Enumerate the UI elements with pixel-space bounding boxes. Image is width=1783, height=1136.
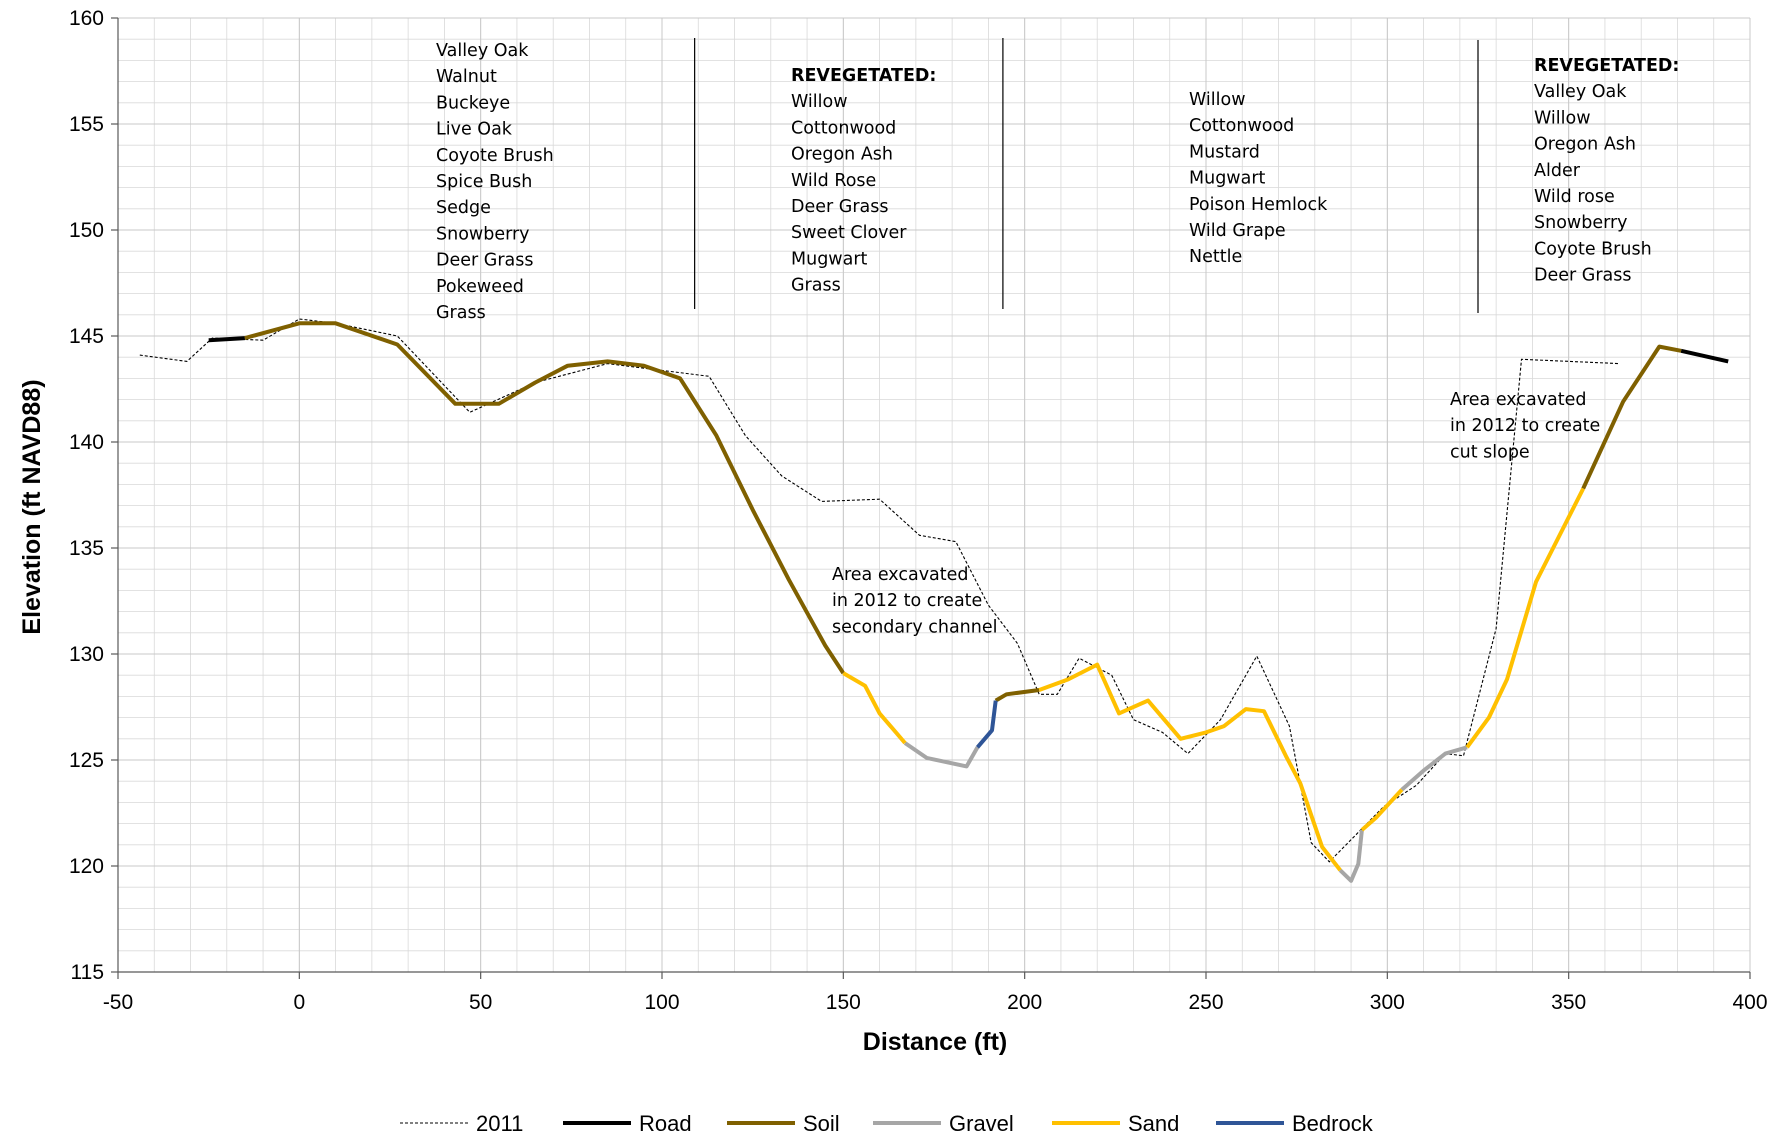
legend-label-2011: 2011 — [476, 1111, 523, 1136]
x-tick-label: 50 — [469, 991, 492, 1014]
zone1-species-line: Live Oak — [436, 120, 513, 140]
y-tick-label: 145 — [69, 325, 104, 348]
major-gridlines — [117, 17, 1751, 973]
excavation-note-1-line: Area excavated — [832, 565, 969, 585]
series-sand-segment — [1038, 662, 1342, 872]
series-gravel-segment — [1400, 745, 1468, 792]
zone4-species-line: Oregon Ash — [1534, 135, 1636, 155]
zone2-species-line: Deer Grass — [791, 197, 888, 217]
y-tick-label: 150 — [69, 219, 104, 242]
zone2-species-heading: REVEGETATED: — [791, 66, 936, 86]
zone4-species-heading: REVEGETATED: — [1534, 56, 1679, 76]
y-tick-label: 160 — [69, 7, 104, 30]
y-tick-label: 120 — [69, 855, 104, 878]
minor-gridlines — [117, 17, 1751, 973]
x-tick-label: 150 — [826, 991, 861, 1014]
series-soil-segment — [1581, 344, 1682, 490]
series-bedrock-segment — [975, 700, 998, 749]
zone3-species-line: Cottonwood — [1189, 116, 1294, 136]
x-tick-label: 250 — [1188, 991, 1223, 1014]
zone-dividers — [694, 38, 1479, 313]
zone1-species-line: Spice Bush — [436, 172, 532, 192]
excavation-note-2-line: cut slope — [1450, 442, 1530, 462]
zone4-species-line: Valley Oak — [1534, 82, 1627, 102]
x-tick-label: 200 — [1007, 991, 1042, 1014]
zone4-species-line: Coyote Brush — [1534, 239, 1652, 259]
y-tick-label: 135 — [69, 537, 104, 560]
series-sand-segment — [842, 671, 907, 745]
zone3-species-line: Mugwart — [1189, 169, 1266, 189]
y-tick-label: 130 — [69, 643, 104, 666]
zone2-species-line: Wild Rose — [791, 171, 876, 191]
x-tick-label: 350 — [1551, 991, 1586, 1014]
zone1-species-line: Deer Grass — [436, 251, 533, 271]
excavation-note-2-line: in 2012 to create — [1450, 416, 1600, 436]
zone2-species-line: Sweet Clover — [791, 223, 907, 243]
x-tick-label: 300 — [1370, 991, 1405, 1014]
y-tick-label: 115 — [71, 961, 104, 984]
legend-label-bedrock: Bedrock — [1292, 1111, 1374, 1136]
zone1-species-line: Pokeweed — [436, 277, 524, 297]
legend-label-road: Road — [639, 1111, 692, 1136]
series-2011-line — [139, 318, 1620, 863]
zone3-species-line: Mustard — [1189, 142, 1260, 162]
x-tick-labels: -50 0 50 100 150 200 250 300 350 400 — [103, 991, 1768, 1014]
zone2-species-line: Oregon Ash — [791, 145, 893, 165]
zone3-species-line: Nettle — [1189, 247, 1242, 267]
x-tick-label: -50 — [103, 991, 133, 1014]
zone3-species-line: Poison Hemlock — [1189, 195, 1328, 215]
excavation-note-1-line: in 2012 to create — [832, 591, 982, 611]
x-axis-title: Distance (ft) — [863, 1028, 1007, 1056]
annotations: Valley Oak Walnut Buckeye Live Oak Coyote Br… — [436, 41, 1679, 637]
legend: 2011 Road Soil Gravel Sand Bedrock — [400, 1111, 1374, 1136]
y-tick-label: 140 — [69, 431, 104, 454]
zone4-species-line: Alder — [1534, 161, 1581, 181]
legend-label-sand: Sand — [1128, 1111, 1179, 1136]
zone4-species-line: Wild rose — [1534, 187, 1615, 207]
y-axis-title: Elevation (ft NAVD88) — [18, 379, 46, 634]
series-soil-segment — [994, 688, 1040, 703]
zone2-species-line: Mugwart — [791, 249, 868, 269]
series-sand-segment — [1465, 487, 1585, 749]
zone1-species-line: Snowberry — [436, 224, 530, 244]
zone1-species-line: Valley Oak — [436, 41, 529, 61]
zone3-species-line: Willow — [1189, 90, 1246, 110]
y-tick-label: 155 — [69, 113, 104, 136]
excavation-note-1-line: secondary channel — [832, 617, 998, 637]
series-road-segment — [1680, 348, 1729, 364]
legend-label-gravel: Gravel — [949, 1111, 1014, 1136]
zone1-species-line: Buckeye — [436, 93, 510, 113]
series-layer — [139, 318, 1729, 883]
zone2-species-line: Willow — [791, 92, 848, 112]
zone1-species-line: Walnut — [436, 67, 497, 87]
zone4-species-line: Willow — [1534, 108, 1591, 128]
zone4-species-line: Deer Grass — [1534, 266, 1631, 286]
series-gravel-segment — [903, 741, 980, 769]
series-soil-segment — [244, 321, 845, 675]
zone3-species-line: Wild Grape — [1189, 221, 1286, 241]
series-sand-segment — [1360, 788, 1404, 832]
series-road-segment — [208, 336, 246, 343]
x-tick-label: 0 — [293, 991, 305, 1014]
x-tick-label: 100 — [644, 991, 679, 1014]
y-tick-labels: 115 120 125 130 135 140 145 150 155 160 — [69, 7, 104, 984]
series-gravel-segment — [1338, 829, 1364, 883]
zone2-species-line: Grass — [791, 276, 841, 296]
zone2-species-line: Cottonwood — [791, 118, 896, 138]
y-tick-label: 125 — [69, 749, 104, 772]
zone1-species-line: Grass — [436, 303, 486, 323]
excavation-note-2-line: Area excavated — [1450, 390, 1587, 410]
zone4-species-line: Snowberry — [1534, 213, 1628, 233]
zone1-species-line: Sedge — [436, 198, 491, 218]
zone1-species-line: Coyote Brush — [436, 146, 554, 166]
legend-label-soil: Soil — [803, 1111, 840, 1136]
axes — [111, 17, 1751, 979]
x-tick-label: 400 — [1732, 991, 1767, 1014]
